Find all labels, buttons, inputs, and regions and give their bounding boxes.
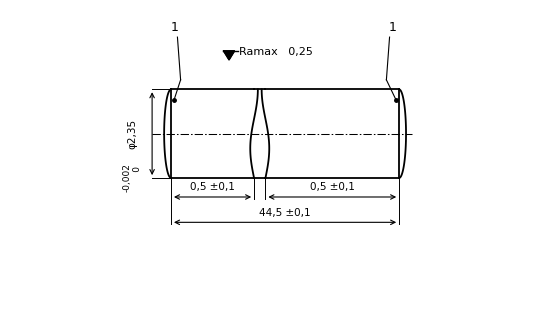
Text: 0,5 ±0,1: 0,5 ±0,1 bbox=[310, 182, 355, 192]
Text: 0,5 ±0,1: 0,5 ±0,1 bbox=[190, 182, 235, 192]
Text: Ramax   0,25: Ramax 0,25 bbox=[239, 47, 313, 57]
Text: 44,5 ±0,1: 44,5 ±0,1 bbox=[259, 208, 311, 218]
Text: 1: 1 bbox=[170, 21, 178, 34]
Text: -0,002
      0: -0,002 0 bbox=[122, 163, 142, 192]
Text: 1: 1 bbox=[389, 21, 397, 34]
Polygon shape bbox=[224, 51, 235, 60]
Text: φ2,35: φ2,35 bbox=[127, 119, 137, 149]
